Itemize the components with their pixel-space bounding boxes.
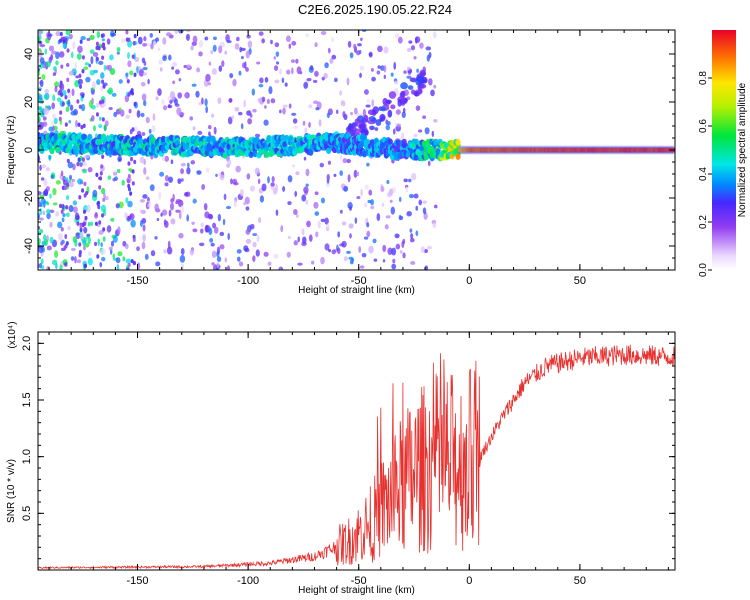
figure-title: C2E6.2025.190.05.22.R24 [298,2,452,17]
y-tick-label: -40 [23,238,35,254]
y-tick-label: 40 [23,48,35,60]
colorbar-label: Normalized spectral amplitude [737,82,748,217]
x-tick-label: -50 [351,575,367,587]
colorbar-tick-label: 0.8 [698,71,709,85]
snr-frame [37,331,676,571]
heatmap-image [38,30,675,270]
colorbar-tick-label: 0.0 [698,263,709,277]
colorbar-tick-label: 0.4 [698,167,709,181]
y-axis-label: SNR (10 * v/v) [6,459,17,523]
colorbar [712,30,736,270]
x-tick-label: 0 [466,275,472,287]
x-tick-label: 50 [574,575,586,587]
y-tick-label: 20 [23,96,35,108]
x-tick-label: -100 [237,575,259,587]
x-axis-label: Height of straight line (km) [298,285,415,296]
y-tick-label: 2.0 [21,336,33,351]
x-tick-label: -100 [237,275,259,287]
x-tick-label: 50 [574,275,586,287]
colorbar-tick-label: 0.2 [698,215,709,229]
snr-line [38,344,675,570]
y-tick-label: 1.5 [21,392,33,407]
y-tick-label: 0 [23,147,35,153]
colorbar-tick-label: 0.6 [698,119,709,133]
y-tick-label: 1.0 [21,449,33,464]
x-tick-label: -150 [127,275,149,287]
y-multiplier-label: (x10⁴) [7,321,18,348]
x-tick-label: 0 [466,575,472,587]
y-tick-label: 0.5 [21,506,33,521]
x-tick-label: -150 [127,575,149,587]
x-axis-label: Height of straight line (km) [298,585,415,596]
y-tick-label: -20 [23,190,35,206]
y-axis-label: Frequency (Hz) [6,116,17,185]
x-tick-label: -50 [351,275,367,287]
